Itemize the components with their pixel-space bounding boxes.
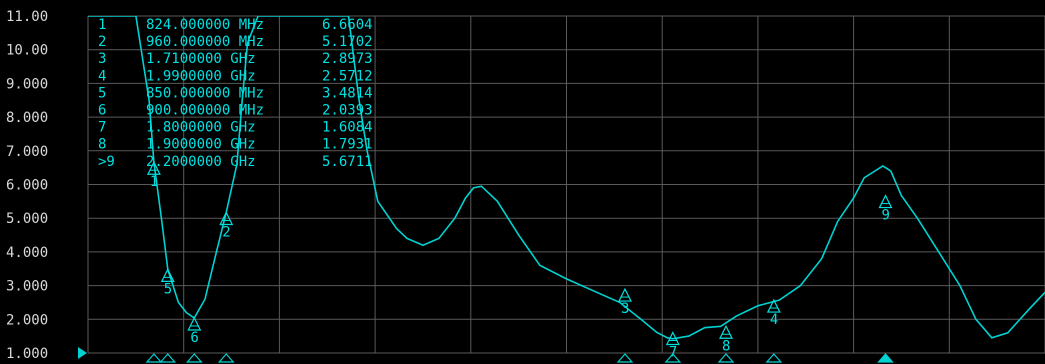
readout-marker-value: 3.4814	[322, 85, 373, 101]
readout-marker-id: 7	[98, 120, 106, 136]
trace-series	[88, 16, 1045, 340]
y-tick-label: 5.000	[6, 211, 48, 227]
readout-marker-id: 1	[98, 17, 106, 33]
marker-label: 7	[669, 344, 677, 360]
marker-label: 1	[150, 174, 158, 190]
axis-marker-triangle	[616, 353, 634, 363]
axis-marker-triangle	[217, 353, 235, 363]
y-tick-label: 4.000	[6, 245, 48, 261]
y-tick-label: 8.000	[6, 110, 48, 126]
axis-marker-triangle	[664, 353, 682, 363]
marker-triangle	[146, 160, 161, 175]
y-axis-ticks: 11.00 10.00 9.000 8.000 7.000 6.000 5.000 4.000…	[6, 9, 48, 362]
trace-markers: 1 5 6 2 3 7 8 4 9	[146, 160, 893, 360]
readout-marker-frequency: 1.9000000 GHz	[146, 137, 256, 153]
y-tick-label: 1.000	[6, 346, 48, 362]
marker-triangle	[187, 316, 202, 331]
readout-marker-id: 2	[98, 34, 106, 50]
marker-readout-table: 1 824.000000 MHz 6.6604 2 960.000000 MHz 5.17…	[98, 17, 373, 170]
y-tick-label: 9.000	[6, 76, 48, 92]
y-tick-label: 7.000	[6, 144, 48, 160]
y-tick-label: 6.000	[6, 178, 48, 194]
marker-label: 3	[621, 301, 629, 317]
readout-marker-id: 8	[98, 137, 106, 153]
trace-line	[88, 16, 1045, 340]
axis-marker-triangle	[145, 353, 163, 363]
axis-marker-triangle	[186, 353, 203, 363]
axis-marker-triangle	[159, 353, 177, 363]
readout-marker-value: 2.0393	[322, 103, 373, 119]
readout-marker-id: 4	[98, 68, 106, 84]
readout-marker-frequency: 900.000000 MHz	[146, 103, 264, 119]
marker-label: 6	[190, 330, 198, 346]
readout-marker-frequency: 824.000000 MHz	[146, 17, 264, 33]
axis-marker-triangles	[145, 353, 894, 363]
readout-marker-frequency: 1.8000000 GHz	[146, 120, 256, 136]
readout-marker-value: 1.6084	[322, 120, 373, 136]
readout-marker-id: 6	[98, 103, 106, 119]
axis-marker-triangle	[765, 353, 783, 363]
marker-triangle	[219, 211, 234, 226]
marker-label: 9	[882, 208, 890, 224]
readout-marker-frequency: 2.2000000 GHz	[146, 154, 256, 170]
readout-marker-id: >9	[98, 154, 115, 170]
y-tick-label: 10.00	[6, 43, 48, 59]
readout-marker-value: 2.8973	[322, 51, 373, 67]
readout-marker-value: 6.6604	[322, 17, 373, 33]
readout-marker-frequency: 850.000000 MHz	[146, 85, 264, 101]
readout-marker-id: 3	[98, 51, 106, 67]
readout-marker-id: 5	[98, 85, 106, 101]
chart-grid	[87, 15, 1045, 354]
marker-triangle	[618, 287, 632, 302]
marker-label: 5	[164, 281, 172, 297]
marker-label: 8	[722, 338, 730, 354]
y-tick-label: 11.00	[6, 9, 48, 25]
readout-marker-frequency: 1.9900000 GHz	[146, 68, 256, 84]
marker-label: 4	[770, 312, 778, 328]
marker-label: 2	[222, 224, 230, 240]
reference-level-arrow[interactable]	[78, 347, 87, 359]
axis-marker-triangle	[877, 353, 894, 363]
axis-marker-triangle	[717, 353, 735, 363]
readout-marker-frequency: 1.7100000 GHz	[146, 51, 256, 67]
y-tick-label: 3.000	[6, 279, 48, 295]
y-tick-label: 2.000	[6, 312, 48, 328]
readout-marker-value: 5.6711	[322, 154, 373, 170]
readout-marker-value: 2.5712	[322, 68, 373, 84]
marker-triangle	[665, 331, 680, 346]
readout-marker-value: 5.1702	[322, 34, 373, 50]
marker-triangle	[719, 324, 733, 339]
marker-triangle	[766, 298, 781, 313]
readout-marker-value: 1.7931	[322, 137, 373, 153]
marker-triangle	[160, 268, 175, 282]
marker-triangle	[878, 194, 893, 209]
readout-marker-frequency: 960.000000 MHz	[146, 34, 264, 50]
